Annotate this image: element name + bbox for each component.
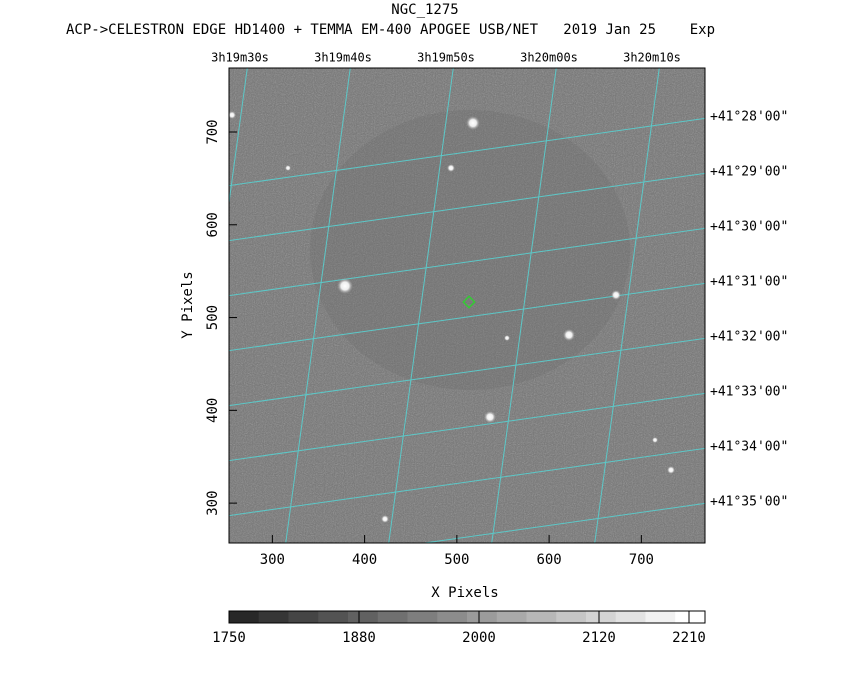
- colorbar-segment: [526, 611, 557, 623]
- dec-grid-line: [229, 117, 705, 187]
- dec-grid-line: [229, 337, 705, 407]
- x-tick-label: 500: [444, 552, 469, 568]
- dec-label: +41°29'00": [710, 165, 788, 180]
- dec-label: +41°31'00": [710, 275, 788, 290]
- colorbar-segment: [556, 611, 587, 623]
- dec-grid-line: [229, 392, 705, 462]
- colorbar-segment: [318, 611, 349, 623]
- ra-label: 3h19m30s: [211, 51, 269, 65]
- colorbar-segment: [675, 611, 706, 623]
- x-tick-label: 600: [536, 552, 561, 568]
- chart-subtitle: ACP->CELESTRON EDGE HD1400 + TEMMA EM-40…: [66, 22, 715, 38]
- dec-label: +41°33'00": [710, 385, 788, 400]
- dec-grid-line: [420, 502, 705, 543]
- colorbar-segment: [645, 611, 676, 623]
- x-tick-label: 400: [352, 552, 377, 568]
- galaxy-halo: [310, 110, 630, 390]
- y-tick-label: 700: [205, 119, 221, 144]
- dec-grid-line: [229, 282, 705, 352]
- y-axis-label: Y Pixels: [180, 271, 196, 338]
- ra-label: 3h19m50s: [417, 51, 475, 65]
- image: [229, 68, 705, 543]
- colorbar-segment: [348, 611, 379, 623]
- ra-grid-line: [388, 68, 454, 543]
- ra-grid-line: [229, 68, 248, 207]
- dec-grid-line: [229, 447, 705, 517]
- ra-label: 3h20m00s: [520, 51, 578, 65]
- colorbar-segment: [258, 611, 289, 623]
- target-marker: [462, 295, 476, 309]
- dec-label: +41°30'00": [710, 220, 788, 235]
- ra-label: 3h19m40s: [314, 51, 372, 65]
- colorbar-tick-label: 1750: [212, 630, 246, 646]
- ra-grid-line: [285, 68, 351, 543]
- y-tick-label: 400: [205, 398, 221, 423]
- stars: [229, 111, 675, 523]
- plot-frame: [228, 67, 706, 544]
- colorbar-segment: [377, 611, 408, 623]
- ra-label: 3h20m10s: [623, 51, 681, 65]
- ra-grid-line: [594, 68, 660, 543]
- dec-label: +41°32'00": [710, 330, 788, 345]
- dec-label: +41°28'00": [710, 110, 788, 125]
- dec-label: +41°34'00": [710, 440, 788, 455]
- colorbar-segment: [288, 611, 319, 623]
- y-tick-label: 500: [205, 305, 221, 330]
- colorbar-segment: [229, 611, 260, 623]
- dec-grid-line: [229, 227, 705, 297]
- dec-grid-line: [229, 172, 705, 242]
- colorbar-segment: [496, 611, 527, 623]
- colorbar-segment: [407, 611, 438, 623]
- colorbar-tick-label: 2000: [462, 630, 496, 646]
- sky-grid: [229, 68, 705, 543]
- chart-title: NGC_1275: [391, 2, 458, 18]
- colorbar-tick-label: 1880: [342, 630, 376, 646]
- x-tick-label: 300: [260, 552, 285, 568]
- colorbar-tick-label: 2120: [582, 630, 616, 646]
- colorbar-segment: [586, 611, 617, 623]
- y-tick-label: 300: [205, 490, 221, 515]
- colorbar: 1750 1880 2000 2120 2210: [212, 610, 706, 646]
- dec-label: +41°35'00": [710, 495, 788, 510]
- colorbar-tick-label: 2210: [672, 630, 706, 646]
- colorbar-segment: [615, 611, 646, 623]
- colorbar-segment: [437, 611, 468, 623]
- x-axis-label: X Pixels: [431, 585, 498, 601]
- x-tick-label: 700: [629, 552, 654, 568]
- y-tick-label: 600: [205, 212, 221, 237]
- colorbar-segment: [467, 611, 498, 623]
